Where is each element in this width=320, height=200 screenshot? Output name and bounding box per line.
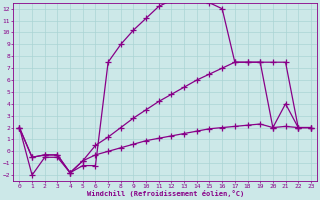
X-axis label: Windchill (Refroidissement éolien,°C): Windchill (Refroidissement éolien,°C) — [86, 190, 244, 197]
